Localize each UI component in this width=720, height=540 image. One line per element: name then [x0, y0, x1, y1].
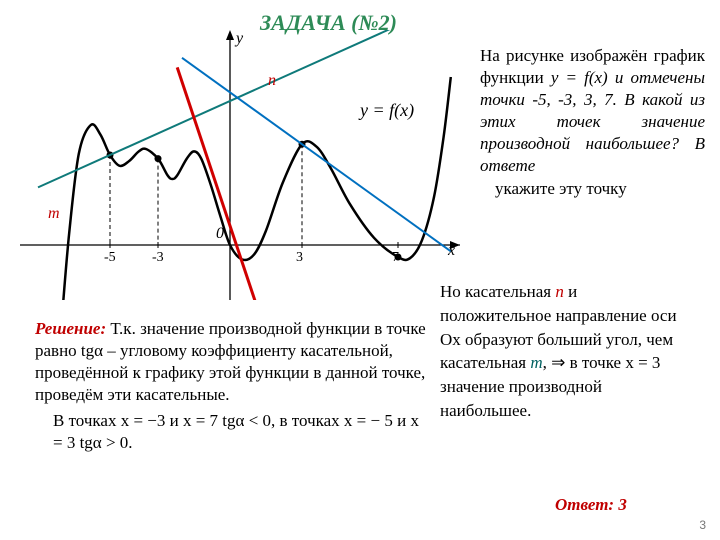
- solution-body2: В точках x = −3 и x = 7 tgα < 0, в точка…: [35, 410, 430, 454]
- tick--3: -3: [152, 250, 164, 266]
- tp-n: n: [555, 282, 564, 301]
- origin-label: 0: [216, 225, 224, 243]
- problem-line3: укажите эту точку: [480, 179, 627, 198]
- tick--5: -5: [104, 250, 116, 266]
- slide-number: 3: [699, 518, 706, 532]
- tp-t1: Но касательная: [440, 282, 555, 301]
- solution-lead: Решение:: [35, 319, 106, 338]
- x-axis-label: x: [448, 242, 455, 260]
- tick-3: 3: [296, 250, 303, 266]
- problem-text: На рисунке изображён график функции y = …: [480, 45, 705, 200]
- answer-text: Ответ: 3: [555, 495, 627, 515]
- solution-text: Решение: Т.к. значение производной функц…: [35, 318, 430, 455]
- tangent-n-label: n: [268, 72, 276, 90]
- tangent-paragraph: Но касательная n и положительное направл…: [440, 280, 690, 423]
- tp-m: m: [530, 353, 542, 372]
- diagram-area: y x 0 y = f(x) m n -5 -3 3 7: [20, 30, 460, 300]
- tick-7: 7: [392, 250, 399, 266]
- curve-label: y = f(x): [360, 100, 414, 121]
- tangent-m-label: m: [48, 205, 60, 223]
- y-axis-label: y: [236, 30, 243, 48]
